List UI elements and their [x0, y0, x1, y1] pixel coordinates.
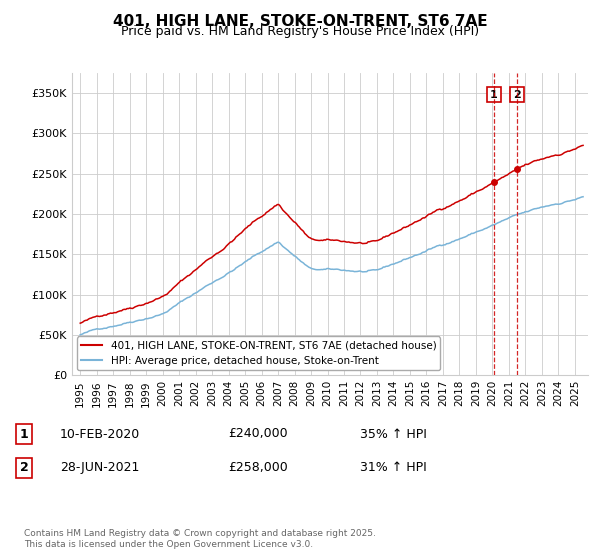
Text: 10-FEB-2020: 10-FEB-2020 — [60, 427, 140, 441]
Text: 31% ↑ HPI: 31% ↑ HPI — [360, 461, 427, 474]
Text: Contains HM Land Registry data © Crown copyright and database right 2025.
This d: Contains HM Land Registry data © Crown c… — [24, 529, 376, 549]
Text: 1: 1 — [490, 90, 498, 100]
Text: 35% ↑ HPI: 35% ↑ HPI — [360, 427, 427, 441]
Text: 401, HIGH LANE, STOKE-ON-TRENT, ST6 7AE: 401, HIGH LANE, STOKE-ON-TRENT, ST6 7AE — [113, 14, 487, 29]
Legend: 401, HIGH LANE, STOKE-ON-TRENT, ST6 7AE (detached house), HPI: Average price, de: 401, HIGH LANE, STOKE-ON-TRENT, ST6 7AE … — [77, 337, 440, 370]
Text: 28-JUN-2021: 28-JUN-2021 — [60, 461, 139, 474]
Text: £240,000: £240,000 — [228, 427, 287, 441]
Text: 1: 1 — [20, 427, 28, 441]
Text: Price paid vs. HM Land Registry's House Price Index (HPI): Price paid vs. HM Land Registry's House … — [121, 25, 479, 38]
Text: 2: 2 — [20, 461, 28, 474]
Text: 2: 2 — [513, 90, 521, 100]
Text: £258,000: £258,000 — [228, 461, 288, 474]
